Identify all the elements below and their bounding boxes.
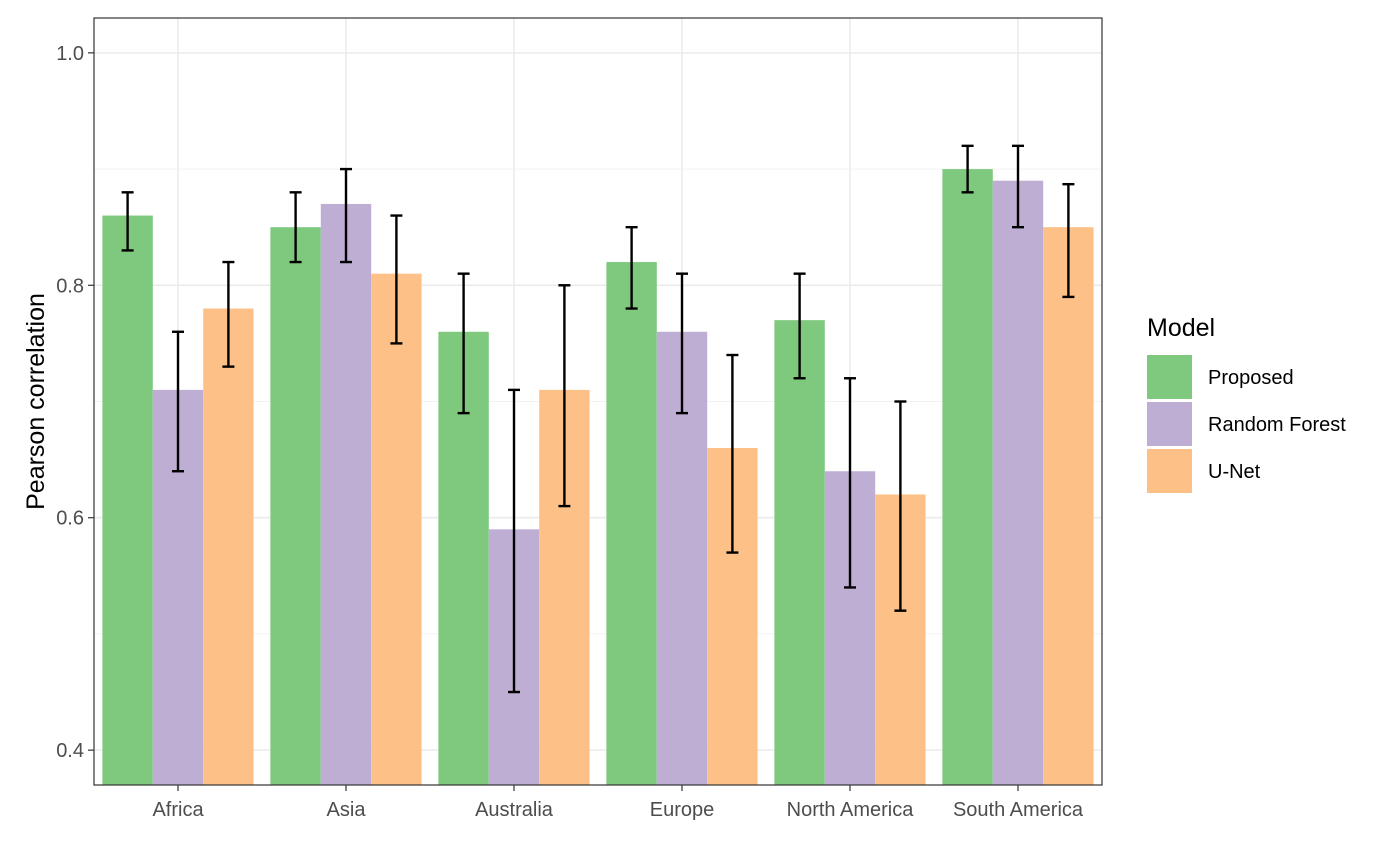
y-tick-label: 1.0 [56,43,84,65]
x-tick-label: Africa [152,799,204,821]
legend-label: Proposed [1208,367,1294,389]
legend-label: U-Net [1208,461,1261,483]
plot-border [93,17,1103,786]
y-tick-label: 0.6 [56,508,84,530]
x-tick-label: Europe [650,799,715,821]
legend-key [1147,449,1192,493]
x-tick-label: Australia [475,799,554,821]
x-tick-label: Asia [327,799,367,821]
y-tick-label: 0.4 [56,740,84,762]
bar [320,203,372,785]
error-bars [121,144,1075,694]
x-tick-label: North America [787,799,915,821]
bar [270,227,321,785]
y-tick-label: 0.8 [56,275,84,297]
legend: Model Proposed Random Forest U-Net [1147,314,1346,493]
legend-title: Model [1147,314,1215,342]
y-axis: 0.4 0.6 0.8 1.0 [56,43,94,762]
bar [203,308,254,785]
bars [102,169,1094,786]
bar [942,169,993,786]
bar [992,180,1044,786]
x-tick-label: South America [953,799,1084,821]
legend-label: Random Forest [1208,414,1346,436]
bar [371,273,422,785]
y-axis-title: Pearson correlation [22,293,50,510]
bar [1043,227,1094,785]
bar [774,320,825,785]
bar [102,215,153,785]
legend-key [1147,402,1192,446]
x-axis: Africa Asia Australia Europe North America So… [152,785,1084,821]
legend-key [1147,355,1192,399]
bar [606,262,657,786]
